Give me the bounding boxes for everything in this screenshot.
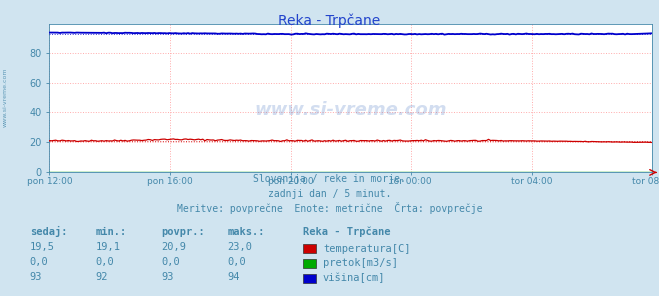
Text: Slovenija / reke in morje.: Slovenija / reke in morje. — [253, 174, 406, 184]
Text: 93: 93 — [161, 272, 174, 282]
Text: Reka - Trpčane: Reka - Trpčane — [303, 227, 391, 237]
Text: www.si-vreme.com: www.si-vreme.com — [254, 101, 447, 118]
Text: 94: 94 — [227, 272, 240, 282]
Text: min.:: min.: — [96, 227, 127, 237]
Text: maks.:: maks.: — [227, 227, 265, 237]
Text: povpr.:: povpr.: — [161, 227, 205, 237]
Text: 0,0: 0,0 — [161, 257, 180, 267]
Text: sedaj:: sedaj: — [30, 226, 67, 237]
Text: pretok[m3/s]: pretok[m3/s] — [323, 258, 398, 268]
Text: višina[cm]: višina[cm] — [323, 273, 386, 284]
Text: 23,0: 23,0 — [227, 242, 252, 252]
Text: 93: 93 — [30, 272, 42, 282]
Text: 0,0: 0,0 — [227, 257, 246, 267]
Text: temperatura[C]: temperatura[C] — [323, 244, 411, 254]
Text: 19,1: 19,1 — [96, 242, 121, 252]
Text: 0,0: 0,0 — [96, 257, 114, 267]
Text: 20,9: 20,9 — [161, 242, 186, 252]
Text: 19,5: 19,5 — [30, 242, 55, 252]
Text: zadnji dan / 5 minut.: zadnji dan / 5 minut. — [268, 189, 391, 199]
Text: www.si-vreme.com: www.si-vreme.com — [3, 68, 8, 128]
Text: 92: 92 — [96, 272, 108, 282]
Text: Reka - Trpčane: Reka - Trpčane — [278, 13, 381, 28]
Text: Meritve: povprečne  Enote: metrične  Črta: povprečje: Meritve: povprečne Enote: metrične Črta:… — [177, 202, 482, 214]
Text: 0,0: 0,0 — [30, 257, 48, 267]
